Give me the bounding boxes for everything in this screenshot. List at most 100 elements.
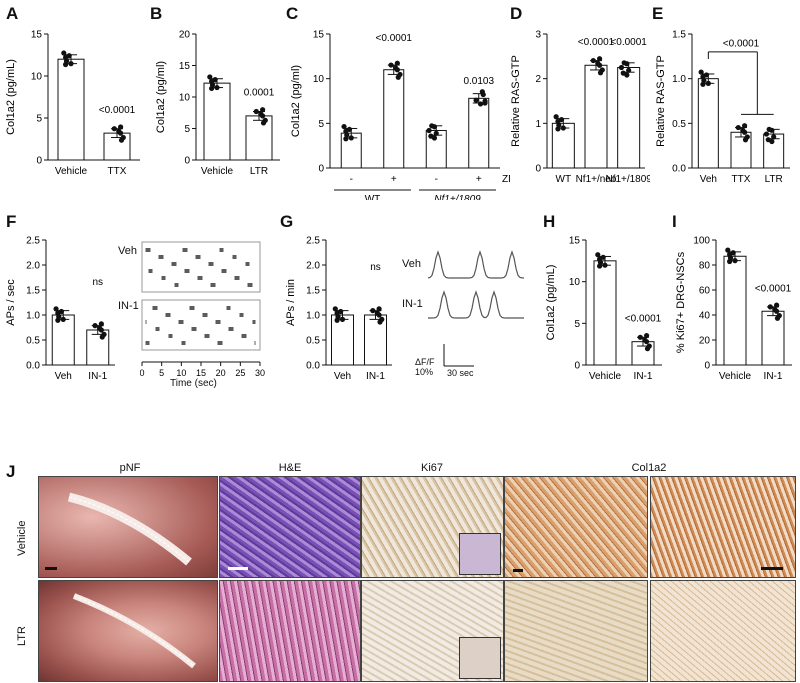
y-tick-label: 2.5 xyxy=(26,236,40,247)
y-tick-label: 0 xyxy=(574,361,580,372)
data-point xyxy=(214,84,220,91)
data-point xyxy=(727,251,733,258)
y-tick-label: 1.0 xyxy=(26,311,40,322)
y-tick-label: 5 xyxy=(318,119,324,130)
bar xyxy=(245,115,273,161)
data-point xyxy=(595,252,601,258)
zd-sign: - xyxy=(350,174,353,185)
y-axis-label: Col1a2 (pg/mL) xyxy=(5,59,17,135)
y-axis-label: APs / sec xyxy=(5,279,17,326)
y-tick-label: 0 xyxy=(704,361,710,372)
data-point xyxy=(700,74,706,80)
x-tick-label: Vehicle xyxy=(719,371,752,382)
chart-panel-c: 0 5 10 15 Col1a2 (pg/ml) - + - + <0.0001 0.0103 WT N… xyxy=(290,30,510,201)
x-tick-label: IN-1 xyxy=(88,371,107,382)
y-tick-label: 15 xyxy=(179,61,191,72)
data-point xyxy=(597,62,603,68)
x-tick-label: Vehicle xyxy=(201,166,234,177)
y-axis-label: APs / min xyxy=(285,279,297,326)
p-value: <0.0001 xyxy=(578,37,615,48)
data-point xyxy=(68,61,74,67)
data-point xyxy=(597,56,603,62)
data-point xyxy=(597,70,604,76)
bar xyxy=(617,67,641,169)
x-tick-label: Vehicle xyxy=(55,166,88,177)
data-point xyxy=(343,128,349,134)
data-point xyxy=(644,346,651,352)
panel-label-d: D xyxy=(510,4,523,23)
y-tick-label: 5 xyxy=(574,319,580,330)
data-point xyxy=(433,130,439,136)
bar xyxy=(468,97,490,169)
y-tick-label: 1.0 xyxy=(672,74,686,85)
data-point xyxy=(473,97,479,103)
raster-xlabel: Time (sec) xyxy=(170,378,217,389)
panel-label-b: B xyxy=(150,4,163,23)
y-tick-label: 0.0 xyxy=(672,164,686,175)
panel-label-c: C xyxy=(286,4,299,23)
y-tick-label: 10 xyxy=(313,74,325,85)
p-value: <0.0001 xyxy=(99,105,136,116)
scale-bar xyxy=(228,567,248,570)
panel-label-g: G xyxy=(280,212,294,231)
data-point xyxy=(376,312,382,318)
x-tick-label: LTR xyxy=(250,166,268,177)
y-tick-label: 5 xyxy=(184,124,190,135)
group-label: WT xyxy=(365,194,381,200)
panel-label-j: J xyxy=(6,462,16,481)
p-value: <0.0001 xyxy=(755,283,792,294)
y-tick-label: 20 xyxy=(699,336,711,347)
ki67-inset xyxy=(459,637,501,679)
chart-panel-h: 0 5 10 15 Col1a2 (pg/mL) Vehicle IN-1 <0.0001 xyxy=(545,236,662,382)
y-axis-label: % Ki67+ DRG-NSCs xyxy=(675,251,687,353)
y-tick-label: 20 xyxy=(179,30,191,41)
data-point xyxy=(339,316,346,322)
y-tick-label: 15 xyxy=(569,236,581,247)
col-title-he: H&E xyxy=(278,462,302,474)
he-ltr-image xyxy=(219,580,361,682)
y-tick-label: 0.0 xyxy=(26,361,40,372)
p-value: <0.0001 xyxy=(610,37,647,48)
data-point xyxy=(624,61,630,67)
calcium-trace-plot xyxy=(428,250,525,367)
data-point xyxy=(763,131,770,137)
row-label-vehicle: Vehicle xyxy=(16,520,28,556)
data-point xyxy=(597,256,603,262)
trace-scale-y: ΔF/F 10% xyxy=(415,357,435,377)
col1a2-vehicle-image xyxy=(504,476,648,578)
x-tick-label: Veh xyxy=(700,174,717,185)
x-tick-label: IN-1 xyxy=(764,371,783,382)
data-point xyxy=(620,70,626,76)
raster-tick-label: 10 xyxy=(176,368,186,378)
data-point xyxy=(388,62,394,68)
chart-panel-a: 0 5 10 15 Col1a2 (pg/mL) Vehicle TTX <0.0001 xyxy=(5,30,140,177)
data-point xyxy=(118,124,124,130)
data-point xyxy=(698,69,704,75)
raster-label-veh: Veh xyxy=(118,245,137,257)
data-point xyxy=(394,60,400,66)
data-point xyxy=(555,118,561,125)
y-tick-label: 0.5 xyxy=(672,119,686,130)
raster-tick-label: 15 xyxy=(196,368,206,378)
chart-panel-b: 0 5 10 15 20 Col1a2 (pg/ml) Vehicle LTR 0.0001 xyxy=(155,30,280,177)
chart-panel-i: 0 20 40 60 80 100 % Ki67+ DRG-NSCs Vehicle IN-1 <… xyxy=(675,236,792,382)
chart-panel-e: 0.0 0.5 1.0 1.5 Relative RAS-GTP Veh TTX LTR <0.… xyxy=(655,30,790,185)
row-label-ltr: LTR xyxy=(16,626,28,646)
y-tick-label: 0 xyxy=(535,164,541,175)
data-point xyxy=(742,137,749,143)
p-value: <0.0001 xyxy=(376,33,413,44)
pnf-ltr-image xyxy=(38,580,218,682)
data-point xyxy=(774,315,781,321)
p-value: 0.0103 xyxy=(463,76,494,87)
panel-label-a: A xyxy=(6,4,19,23)
y-tick-label: 2.0 xyxy=(26,261,40,272)
y-tick-label: 60 xyxy=(699,286,711,297)
y-tick-label: 10 xyxy=(569,277,581,288)
bar xyxy=(761,310,785,366)
data-point xyxy=(111,126,117,132)
x-tick-label: TTX xyxy=(732,174,751,185)
x-tick-label: Veh xyxy=(334,371,351,382)
y-axis-label: Col1a2 (pg/ml) xyxy=(290,65,302,137)
data-point xyxy=(61,50,67,56)
